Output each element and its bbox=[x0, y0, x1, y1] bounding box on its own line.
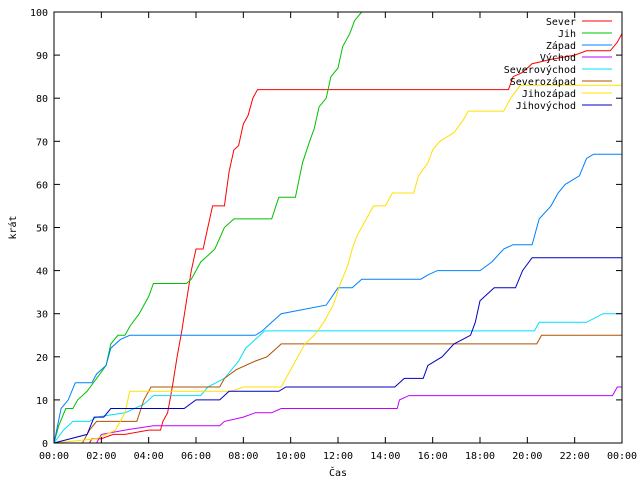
ticks: 0 10 20 30 40 50 60 70 80 90 100 00:00 02:00 04:00 06:… bbox=[30, 8, 637, 462]
series-line-5 bbox=[54, 334, 622, 444]
y-tick-label: 40 bbox=[36, 267, 48, 278]
y-tick-label: 100 bbox=[30, 8, 48, 19]
series-line-1 bbox=[53, 11, 363, 444]
x-tick-label: 08:00 bbox=[228, 451, 258, 462]
y-tick-label: 90 bbox=[36, 51, 48, 62]
plot-lines bbox=[53, 11, 623, 444]
y-tick-label: 30 bbox=[36, 310, 48, 321]
x-tick-label: 12:00 bbox=[323, 451, 353, 462]
legend-label: Východ bbox=[540, 52, 576, 64]
legend-label: Severovýchod bbox=[504, 64, 576, 76]
series-line-6 bbox=[53, 84, 622, 444]
legend-label: Jih bbox=[558, 29, 576, 40]
y-axis-label: krát bbox=[7, 215, 19, 239]
x-tick-label: 10:00 bbox=[276, 451, 306, 462]
legend-label: Severozápad bbox=[510, 76, 576, 88]
y-tick-label: 20 bbox=[36, 353, 48, 364]
y-tick-label: 80 bbox=[36, 94, 48, 105]
x-tick-label: 14:00 bbox=[370, 451, 400, 462]
x-tick-label: 18:00 bbox=[465, 451, 495, 462]
legend-label: Sever bbox=[546, 17, 576, 28]
legend-label: Jihozápad bbox=[522, 88, 576, 100]
x-tick-label: 04:00 bbox=[134, 451, 164, 462]
y-tick-label: 10 bbox=[36, 396, 48, 407]
x-tick-label: 16:00 bbox=[418, 451, 448, 462]
x-tick-label: 06:00 bbox=[181, 451, 211, 462]
x-tick-label: 02:00 bbox=[86, 451, 116, 462]
y-tick-label: 50 bbox=[36, 224, 48, 235]
legend-label: Jihovýchod bbox=[516, 100, 576, 112]
legend: SeverJihZápadVýchodSeverovýchodSeverozáp… bbox=[504, 17, 612, 112]
series-line-3 bbox=[54, 386, 622, 444]
y-tick-label: 70 bbox=[36, 137, 48, 148]
series-line-4 bbox=[53, 313, 622, 444]
series-line-0 bbox=[54, 33, 623, 444]
series-line-2 bbox=[53, 153, 622, 444]
x-tick-label: 00:00 bbox=[607, 451, 637, 462]
x-tick-label: 22:00 bbox=[560, 451, 590, 462]
x-tick-label: 20:00 bbox=[512, 451, 542, 462]
x-axis-label: Čas bbox=[329, 466, 347, 479]
series-line-7 bbox=[53, 257, 622, 444]
legend-label: Západ bbox=[546, 40, 576, 52]
y-tick-label: 60 bbox=[36, 180, 48, 191]
x-tick-label: 00:00 bbox=[39, 451, 69, 462]
y-tick-label: 0 bbox=[42, 439, 48, 450]
